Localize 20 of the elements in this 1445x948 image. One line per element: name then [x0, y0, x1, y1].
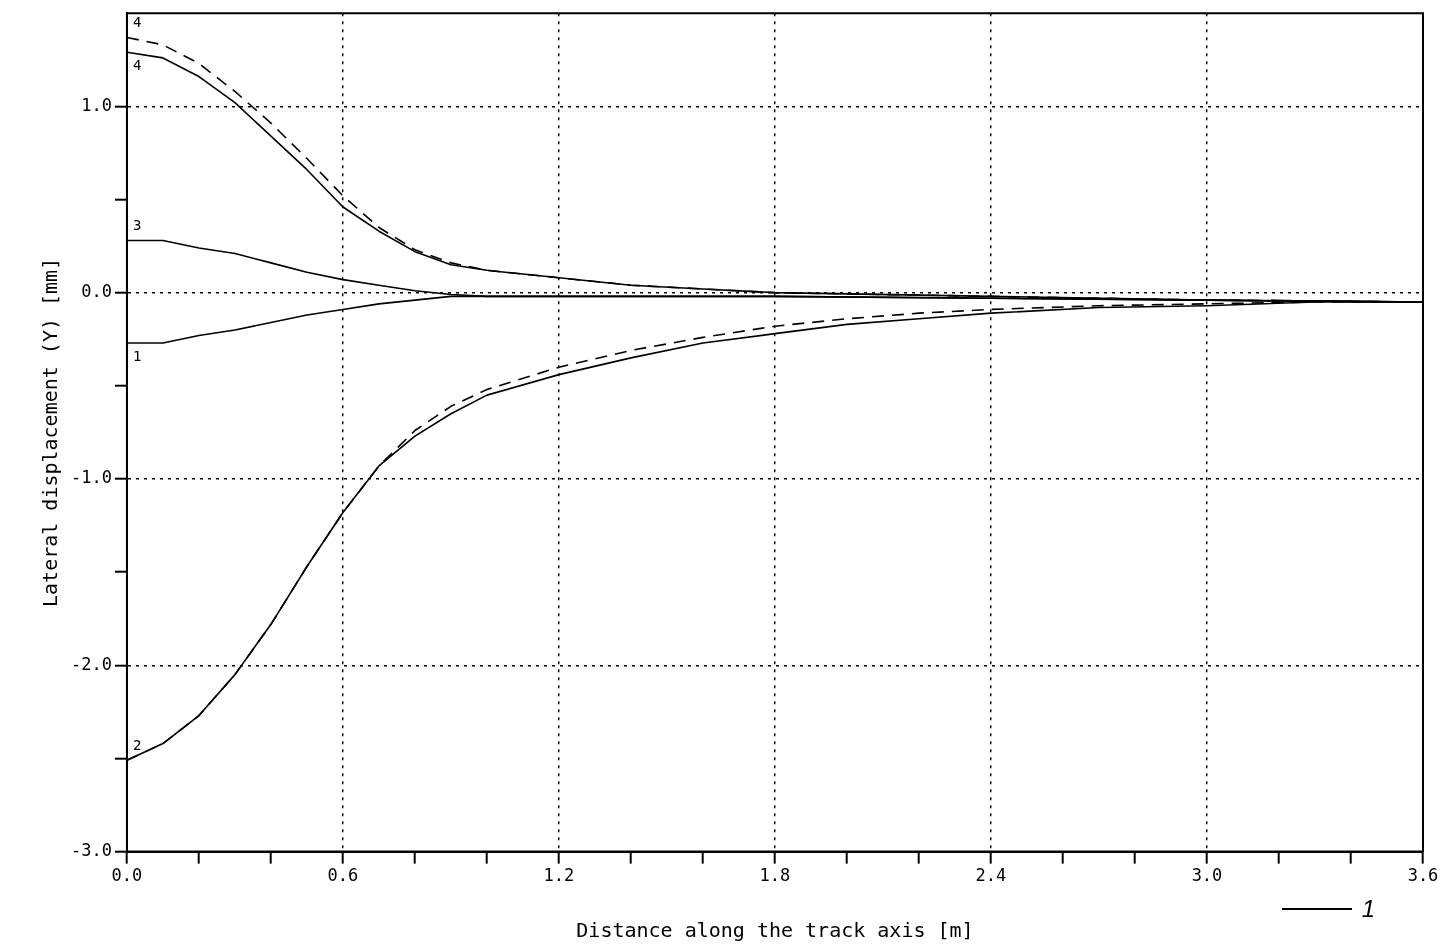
x-tick-label: 1.8: [759, 865, 791, 886]
y-tick-label: 0.0: [81, 281, 112, 302]
legend-label: 1: [1361, 895, 1375, 923]
x-tick-label: 2.4: [975, 865, 1007, 886]
series-label: 3: [132, 217, 142, 234]
series-label: 4: [132, 56, 142, 73]
x-axis-title: Distance along the track axis [m]: [576, 918, 974, 943]
y-tick-label: -1.0: [70, 467, 112, 488]
y-tick-label: -2.0: [70, 653, 112, 674]
x-tick-label: 3.6: [1407, 865, 1439, 886]
series-label: 4: [132, 14, 142, 31]
x-tick-label: 1.2: [543, 865, 575, 886]
y-axis-title: Lateral displacement (Y) [mm]: [38, 257, 63, 607]
y-tick-label: -3.0: [70, 840, 112, 861]
annotation: 1: [132, 347, 142, 364]
series-label: 2: [132, 736, 142, 753]
x-tick-label: 0.0: [111, 865, 143, 886]
y-tick-label: 1.0: [81, 94, 112, 115]
x-tick-label: 3.0: [1191, 865, 1223, 886]
x-tick-label: 0.6: [327, 865, 359, 886]
